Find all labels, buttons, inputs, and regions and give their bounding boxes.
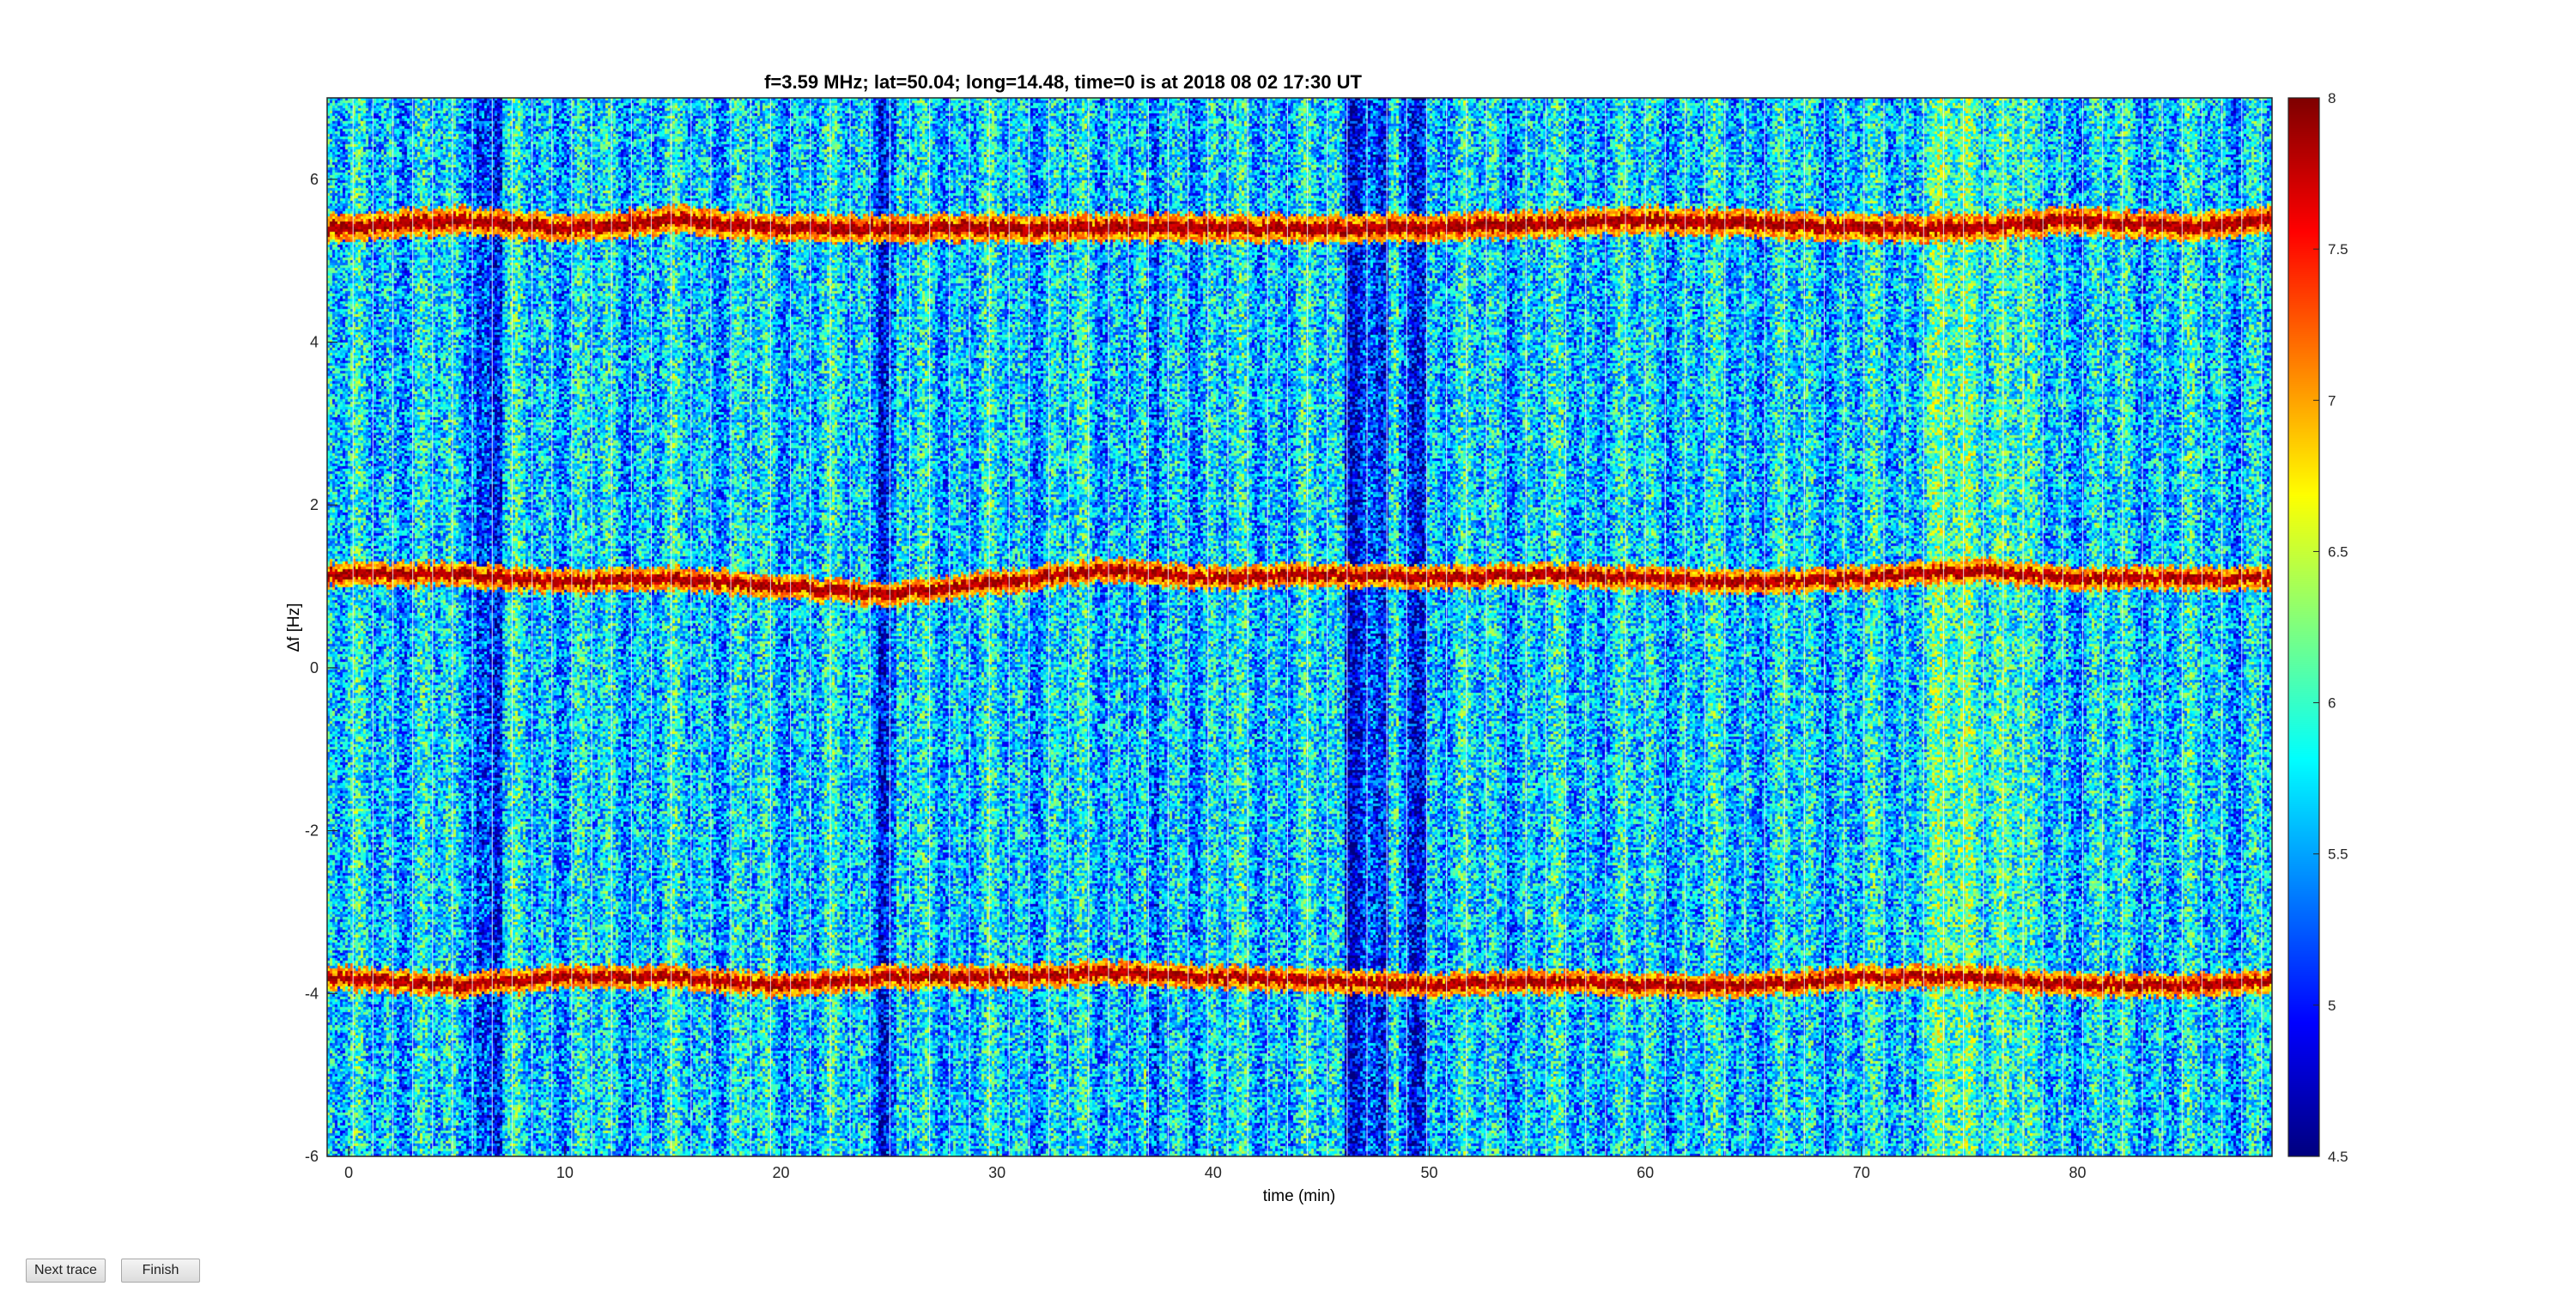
y-tick-label: -6 [305, 1148, 319, 1165]
colorbar: 4.5 5 5.5 6 6.5 7 7.5 8 [2287, 90, 2348, 1165]
colorbar-frame [2287, 97, 2320, 1157]
plot-frame [326, 97, 2273, 1157]
y-tick-label: 0 [310, 659, 319, 676]
y-tick-label: -2 [305, 822, 319, 840]
chart-title: f=3.59 MHz; lat=50.04; long=14.48, time=… [764, 71, 1362, 93]
next-trace-button[interactable]: Next trace [26, 1259, 106, 1283]
spectrogram-plot [326, 97, 2273, 1157]
colorbar-tick-label: 5 [2328, 998, 2336, 1014]
x-axis: 0 10 20 30 40 50 60 70 80 [344, 1146, 2087, 1181]
x-tick-label: 70 [1853, 1164, 1870, 1181]
x-tick-label: 80 [2069, 1164, 2086, 1181]
x-tick-label: 50 [1420, 1164, 1437, 1181]
x-tick-label: 10 [556, 1164, 574, 1181]
x-tick-label: 60 [1637, 1164, 1654, 1181]
colorbar-tick-label: 5.5 [2328, 846, 2348, 863]
finish-button[interactable]: Finish [121, 1259, 200, 1283]
y-axis-label: Δf [Hz] [285, 603, 303, 652]
x-tick-label: 20 [772, 1164, 789, 1181]
colorbar-tick-label: 6 [2328, 695, 2336, 712]
x-tick-label: 40 [1205, 1164, 1222, 1181]
colorbar-tick-label: 4.5 [2328, 1149, 2348, 1165]
y-tick-label: 6 [310, 171, 319, 188]
x-axis-label: time (min) [1263, 1187, 1335, 1205]
y-tick-label: -4 [305, 985, 319, 1002]
y-tick-label: 4 [310, 334, 319, 351]
colorbar-tick-label: 8 [2328, 90, 2336, 106]
colorbar-tick-label: 7 [2328, 392, 2336, 409]
x-tick-label: 0 [344, 1164, 353, 1181]
y-axis: -6 -4 -2 0 2 4 6 [305, 171, 337, 1165]
colorbar-ticks: 4.5 5 5.5 6 6.5 7 7.5 8 [2313, 90, 2348, 1165]
trace-gap-lines [352, 98, 2263, 1156]
colorbar-tick-label: 7.5 [2328, 241, 2348, 258]
colorbar-tick-label: 6.5 [2328, 543, 2348, 560]
y-tick-label: 2 [310, 496, 319, 513]
x-tick-label: 30 [988, 1164, 1005, 1181]
